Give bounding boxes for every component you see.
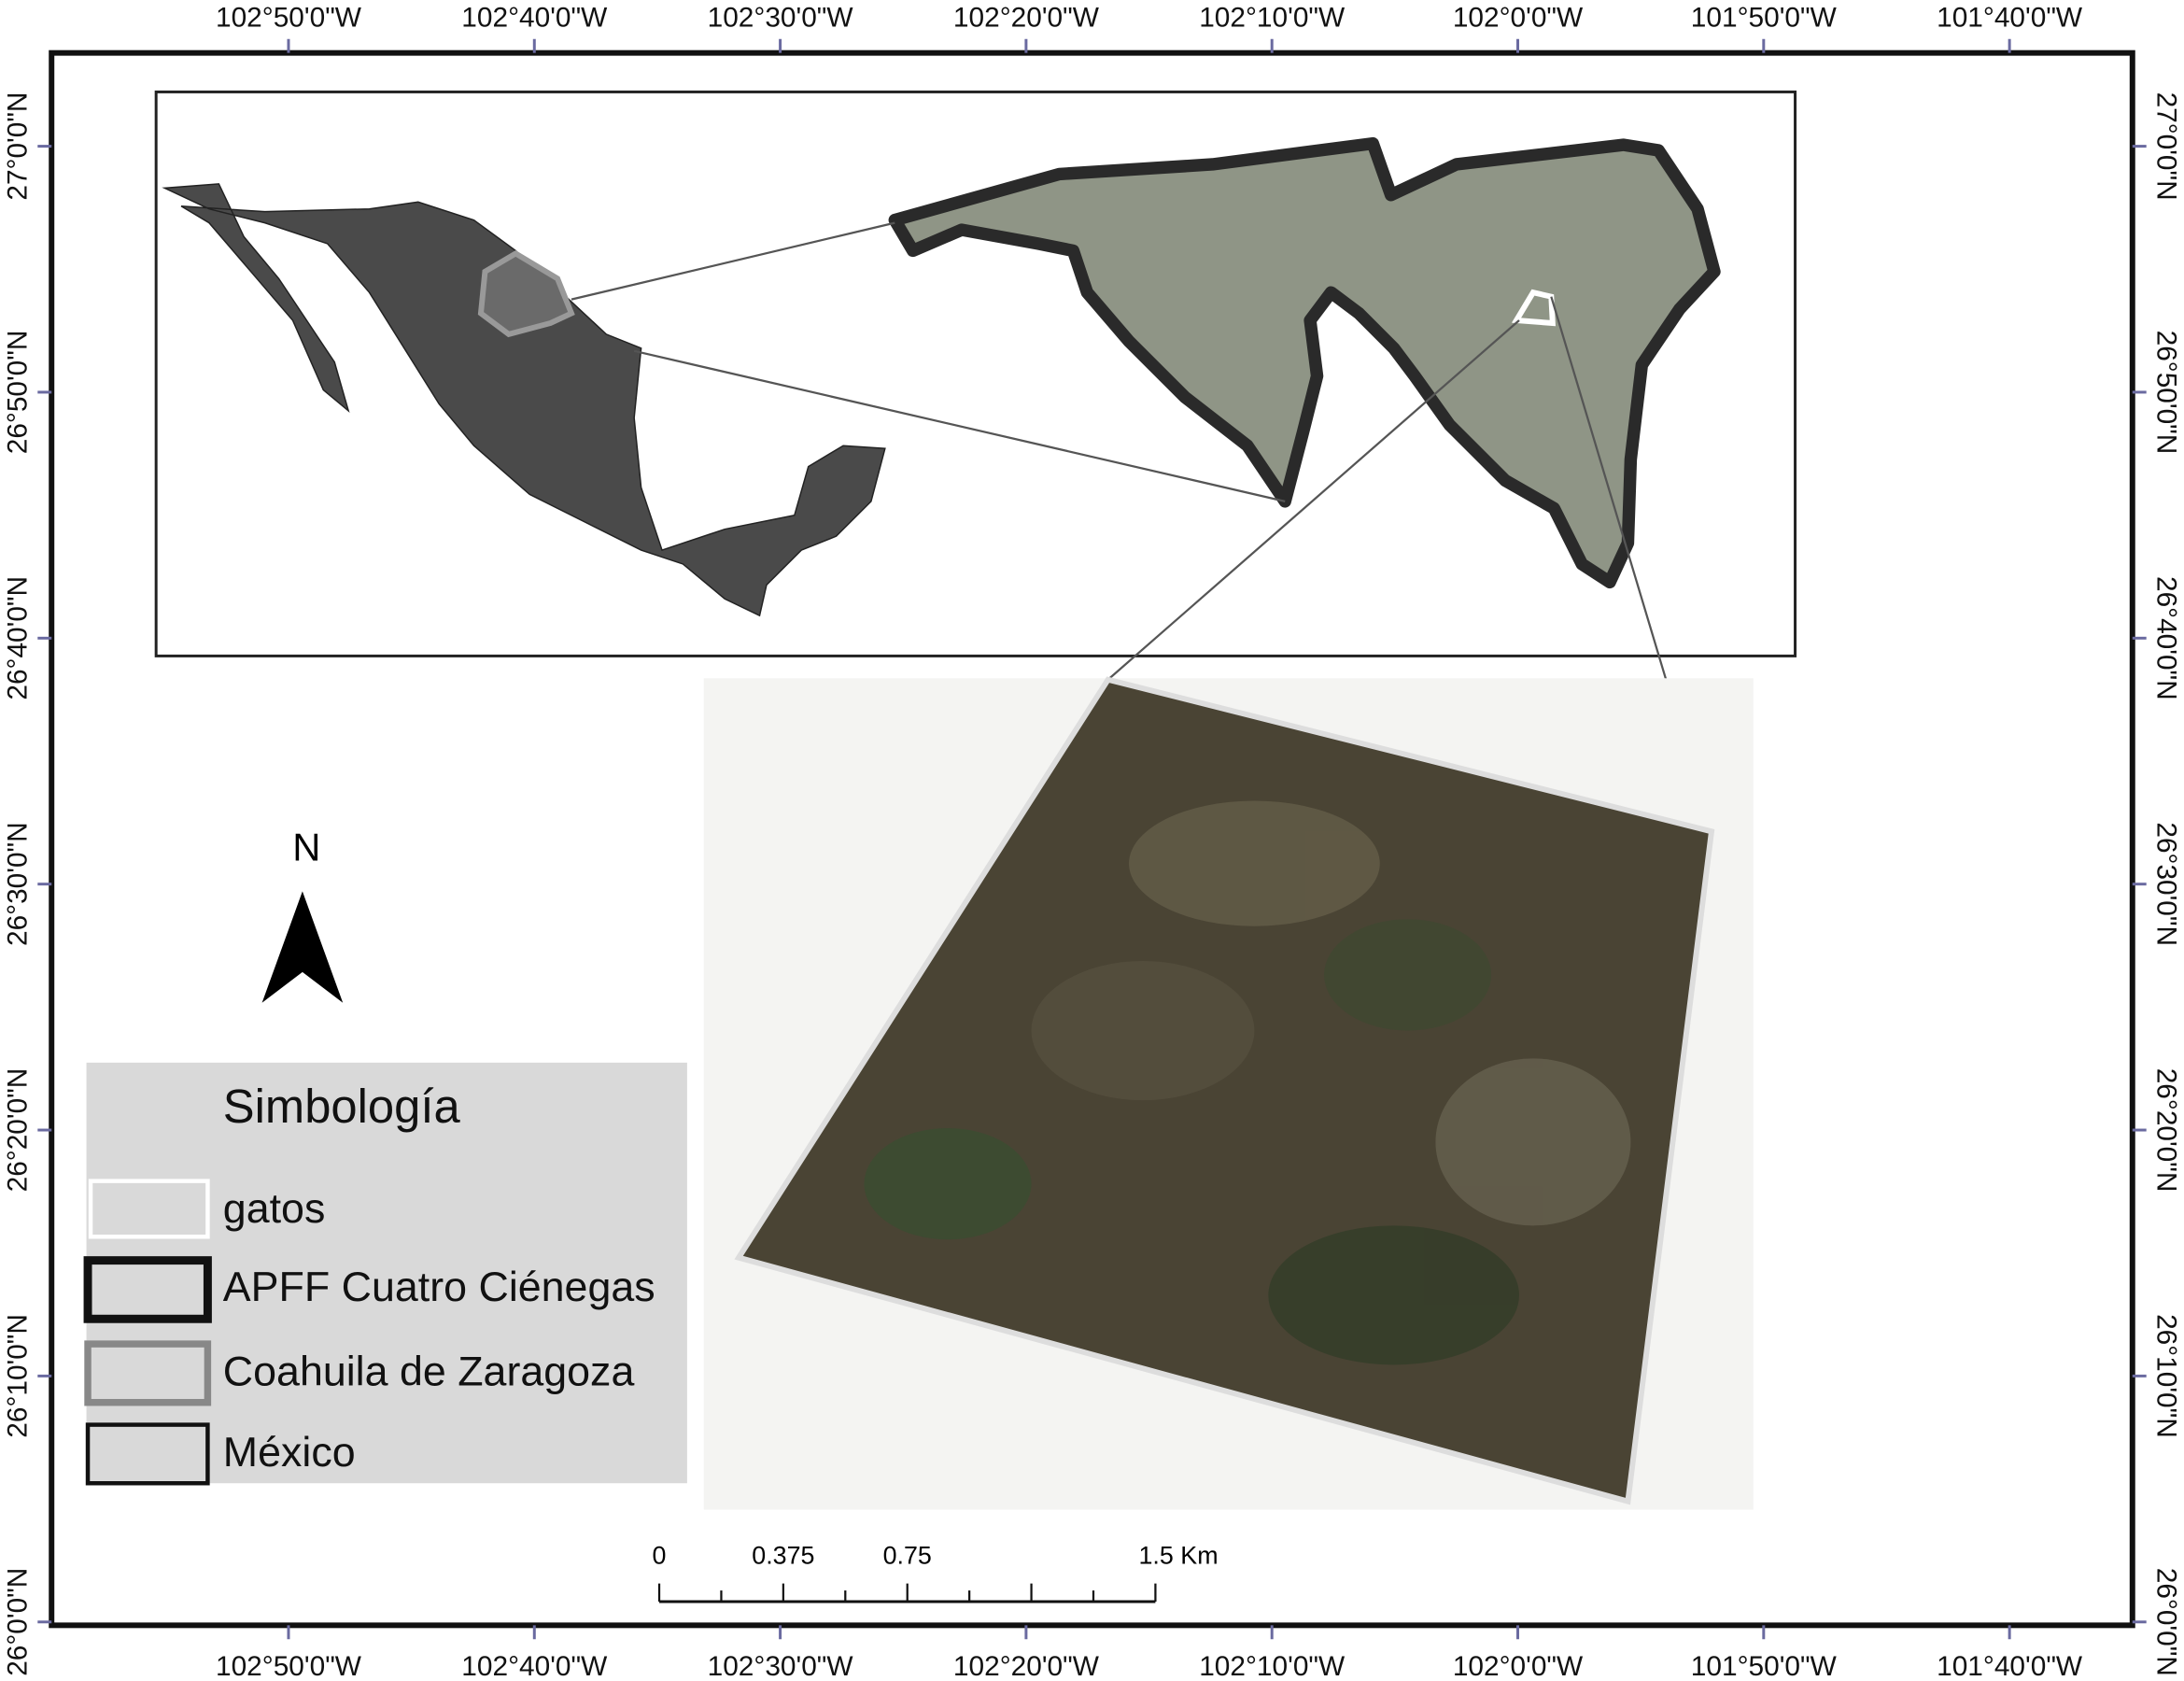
longitude-label: 102°50'0"W (216, 2, 362, 33)
longitude-label: 102°10'0"W (1199, 1651, 1346, 1681)
latitude-label: 27°0'0"N (2, 92, 33, 201)
longitude-label: 102°20'0"W (953, 1651, 1100, 1681)
legend-items: gatos APFF Cuatro Ciénegas Coahuila de Zar… (223, 1185, 655, 1476)
legend-swatch (85, 1422, 210, 1486)
longitude-label: 102°20'0"W (953, 2, 1100, 33)
longitude-label: 102°10'0"W (1199, 2, 1346, 33)
longitude-label: 101°40'0"W (1937, 2, 2083, 33)
legend-item: México (223, 1429, 356, 1476)
longitude-label: 102°30'0"W (708, 2, 854, 33)
scale-label: 0.75 (883, 1542, 932, 1570)
north-arrow (261, 891, 344, 1003)
legend-title: Simbología (223, 1080, 461, 1133)
legend-swatch (88, 1179, 210, 1239)
legend-item: gatos (223, 1185, 326, 1232)
latitude-label: 27°0'0"N (2151, 92, 2182, 201)
scale-label: 0 (653, 1542, 667, 1570)
scale-label: 1.5 Km (1139, 1542, 1219, 1570)
latitude-label: 26°20'0"N (2, 1068, 33, 1193)
legend-swatch (84, 1340, 212, 1406)
longitude-label: 102°40'0"W (461, 2, 608, 33)
longitude-label: 102°40'0"W (461, 1651, 608, 1681)
latitude-label: 26°50'0"N (2, 331, 33, 455)
connector-lines (571, 221, 1713, 832)
longitude-label: 102°30'0"W (708, 1651, 854, 1681)
photo-texture (864, 800, 1631, 1365)
legend-item: APFF Cuatro Ciénegas (223, 1264, 655, 1310)
latitude-label: 26°30'0"N (2, 822, 33, 946)
north-label: N (292, 826, 320, 869)
longitude-label: 102°0'0"W (1453, 1651, 1584, 1681)
latitude-label: 26°10'0"N (2, 1314, 33, 1438)
gatos-area (1511, 289, 1556, 327)
longitude-label: 101°50'0"W (1691, 2, 1838, 33)
scale-label: 0.375 (752, 1542, 814, 1570)
latitude-label: 26°20'0"N (2151, 1068, 2182, 1193)
longitude-label: 102°0'0"W (1453, 2, 1584, 33)
latitude-label: 26°0'0"N (2151, 1568, 2182, 1676)
latitude-label: 26°0'0"N (2, 1568, 33, 1676)
latitude-label: 26°40'0"N (2, 576, 33, 700)
latitude-label: 26°50'0"N (2151, 331, 2182, 455)
coahuila (477, 249, 575, 338)
latitude-label: 26°10'0"N (2151, 1314, 2182, 1438)
longitude-label: 101°40'0"W (1937, 1651, 2083, 1681)
map-frame (49, 49, 2135, 1629)
scale-bar: 0 0.375 0.75 1.5 Km (653, 1542, 1219, 1603)
latitude-label: 26°40'0"N (2151, 576, 2182, 700)
apff-cuatro-cienegas (888, 136, 1721, 589)
mexico (162, 183, 886, 617)
legend-item: Coahuila de Zaragoza (223, 1349, 635, 1395)
longitude-label: 101°50'0"W (1691, 1651, 1838, 1681)
latitude-label: 26°30'0"N (2151, 822, 2182, 946)
longitude-label: 102°50'0"W (216, 1651, 362, 1681)
legend-swatch (83, 1256, 212, 1323)
